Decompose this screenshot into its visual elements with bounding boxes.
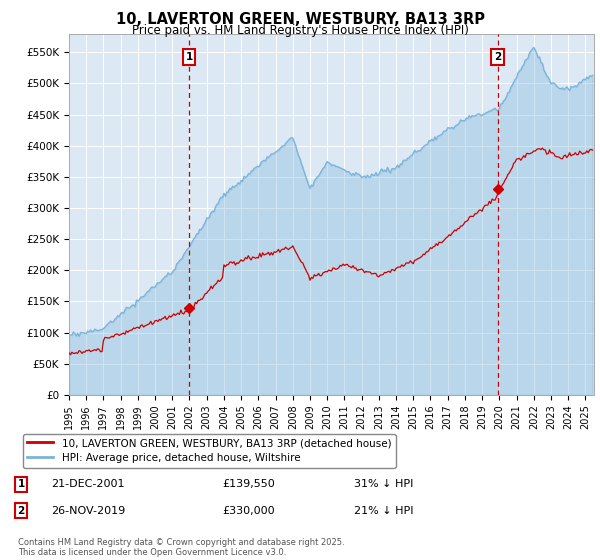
Text: Contains HM Land Registry data © Crown copyright and database right 2025.
This d: Contains HM Land Registry data © Crown c… [18,538,344,557]
Text: £330,000: £330,000 [222,506,275,516]
Text: 31% ↓ HPI: 31% ↓ HPI [354,479,413,489]
Text: 21% ↓ HPI: 21% ↓ HPI [354,506,413,516]
Text: Price paid vs. HM Land Registry's House Price Index (HPI): Price paid vs. HM Land Registry's House … [131,24,469,36]
Text: 26-NOV-2019: 26-NOV-2019 [51,506,125,516]
Text: 10, LAVERTON GREEN, WESTBURY, BA13 3RP: 10, LAVERTON GREEN, WESTBURY, BA13 3RP [115,12,485,27]
Legend: 10, LAVERTON GREEN, WESTBURY, BA13 3RP (detached house), HPI: Average price, det: 10, LAVERTON GREEN, WESTBURY, BA13 3RP (… [23,433,395,468]
Text: 21-DEC-2001: 21-DEC-2001 [51,479,125,489]
Text: 1: 1 [185,52,193,62]
Text: £139,550: £139,550 [222,479,275,489]
Text: 2: 2 [17,506,25,516]
Text: 2: 2 [494,52,501,62]
Text: 1: 1 [17,479,25,489]
